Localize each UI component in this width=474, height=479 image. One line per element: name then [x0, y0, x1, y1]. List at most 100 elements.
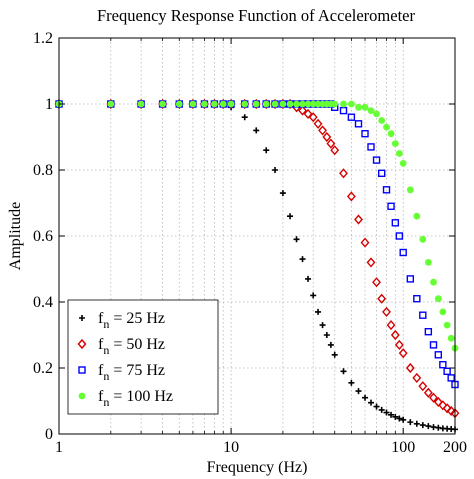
data-point — [412, 372, 422, 383]
data-point — [439, 361, 447, 369]
data-point — [386, 320, 396, 331]
legend-marker — [78, 392, 86, 400]
y-tick-label: 1 — [45, 96, 53, 113]
data-point — [201, 100, 208, 108]
data-point — [211, 100, 218, 108]
legend-label-main: f — [98, 336, 104, 353]
data-point — [423, 387, 433, 398]
legend-label-subscript: n — [103, 395, 109, 409]
data-point — [373, 403, 380, 410]
data-point — [331, 351, 338, 358]
legend-marker — [79, 315, 85, 321]
data-point — [413, 212, 421, 220]
data-point — [378, 117, 386, 124]
data-point — [430, 278, 437, 286]
data-point — [227, 100, 235, 108]
data-point — [413, 295, 421, 303]
data-point — [406, 275, 415, 283]
data-point — [303, 108, 313, 119]
data-point — [387, 130, 395, 138]
data-point — [405, 362, 415, 374]
data-point — [424, 259, 432, 266]
legend-label: fn = 25 Hz — [98, 310, 165, 331]
plot-area — [54, 98, 460, 433]
data-point — [361, 129, 369, 138]
data-point — [447, 334, 455, 342]
data-point — [391, 219, 400, 227]
y-axis-label: Amplitude — [7, 202, 24, 270]
legend-label-main: f — [98, 362, 104, 379]
data-point — [293, 100, 300, 108]
data-point — [322, 131, 332, 143]
data-point — [347, 100, 355, 108]
data-point — [340, 368, 347, 375]
data-point — [388, 411, 395, 418]
data-point — [391, 140, 399, 148]
data-point — [367, 399, 374, 406]
legend-label-subscript: n — [103, 317, 109, 331]
data-point — [286, 100, 294, 108]
data-point — [367, 143, 375, 151]
y-tick-label: 0.4 — [33, 294, 53, 311]
data-point — [360, 237, 370, 248]
data-point — [279, 190, 286, 197]
data-point — [387, 202, 395, 211]
data-point — [355, 103, 362, 111]
y-tick-label: 0.6 — [33, 228, 53, 245]
data-point — [399, 160, 407, 167]
data-point — [407, 419, 414, 426]
data-point — [310, 292, 317, 299]
data-point — [399, 248, 407, 257]
data-point — [252, 100, 260, 108]
data-point — [362, 394, 369, 401]
data-point — [446, 405, 456, 416]
data-point — [382, 186, 391, 194]
legend-label: fn = 75 Hz — [98, 362, 165, 383]
legend-label-subscript: n — [103, 343, 109, 357]
data-point — [339, 106, 348, 115]
data-point — [323, 332, 330, 338]
data-point — [339, 168, 348, 179]
axis-ticks: 1 10 100 200 0 0.2 0.4 0.6 0.8 1 1.2 — [33, 30, 467, 456]
data-point — [262, 100, 270, 108]
data-point — [442, 403, 452, 414]
x-tick-label: 100 — [391, 439, 415, 456]
data-point — [392, 413, 399, 420]
data-point — [346, 191, 356, 202]
data-point — [219, 100, 227, 108]
data-point — [309, 100, 317, 108]
legend-label-main: f — [98, 388, 104, 405]
data-point — [434, 295, 442, 303]
data-point — [383, 409, 390, 416]
data-point — [354, 214, 363, 225]
data-point — [372, 156, 381, 164]
data-point — [319, 322, 326, 329]
data-point — [413, 420, 420, 427]
data-point — [378, 406, 385, 413]
data-point — [299, 100, 306, 108]
legend-label-suffix: = 25 Hz — [109, 310, 165, 327]
data-point — [355, 388, 362, 395]
legend-label: fn = 100 Hz — [98, 388, 173, 409]
data-point — [308, 112, 318, 123]
y-tick-label: 0.2 — [33, 360, 53, 377]
data-point — [443, 367, 451, 375]
legend-box — [67, 299, 219, 415]
data-point — [271, 100, 279, 108]
data-point — [383, 123, 390, 131]
data-point — [361, 103, 369, 111]
data-point — [293, 236, 300, 243]
legend-marker — [77, 338, 87, 350]
data-point — [298, 105, 307, 116]
legend-marker — [78, 366, 86, 374]
data-point — [418, 381, 428, 392]
data-point — [305, 275, 312, 282]
y-tick-label: 0 — [45, 426, 53, 443]
data-point — [159, 100, 167, 108]
data-point — [313, 118, 323, 129]
legend-label-main: f — [98, 310, 104, 327]
data-point — [304, 100, 312, 108]
chart-title: Frequency Response Function of Accelerom… — [97, 6, 415, 25]
